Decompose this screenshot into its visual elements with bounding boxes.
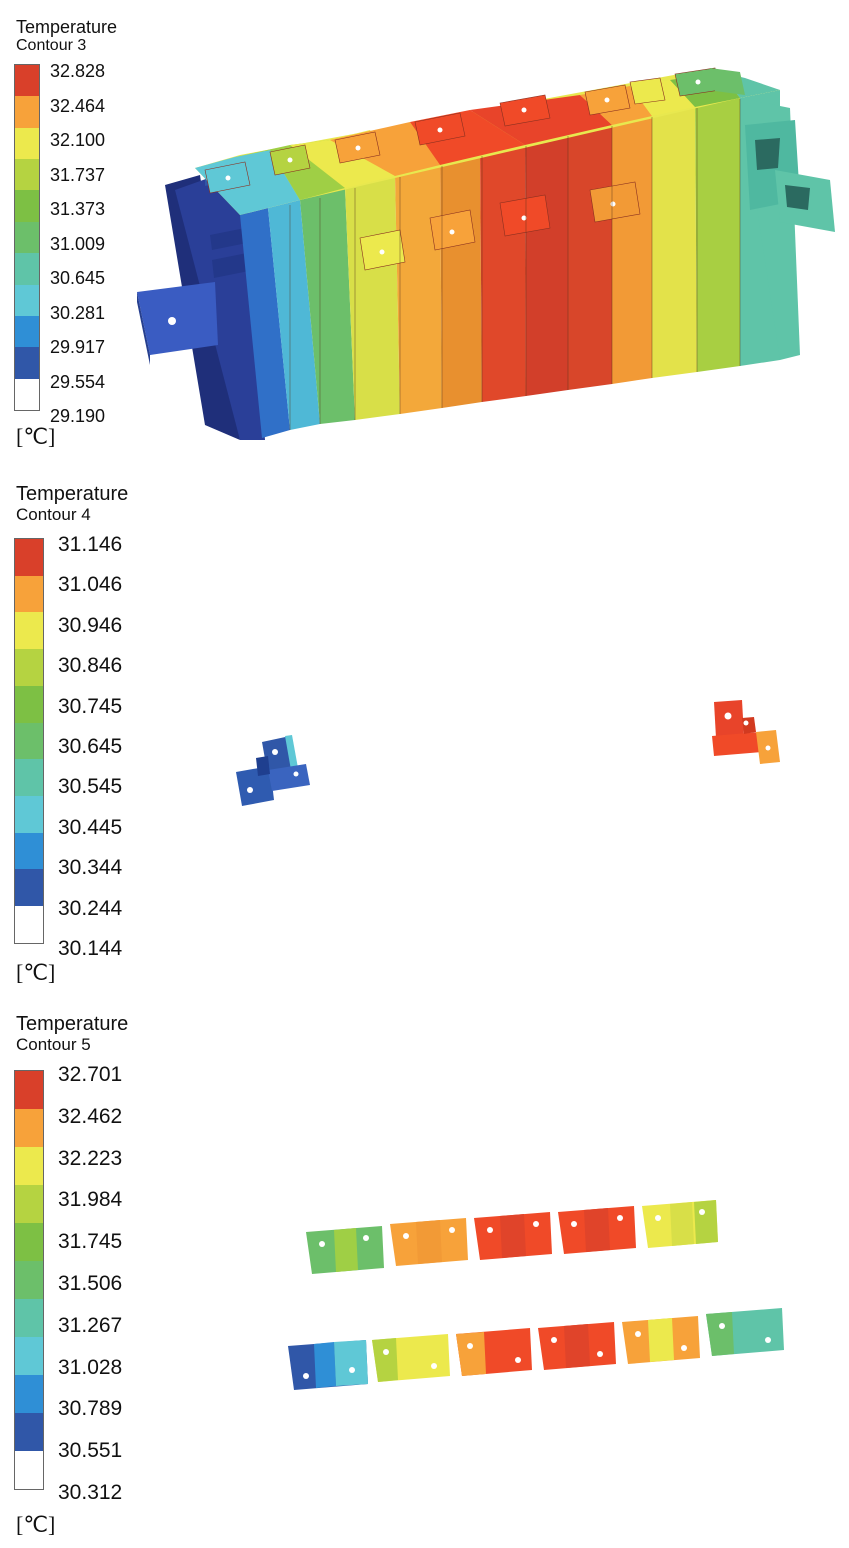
contour-3-panel: Temperature Contour 3 32.828 32.464 32.1… bbox=[0, 0, 849, 460]
tick-label: 30.645 bbox=[58, 735, 123, 758]
tick-label: 30.281 bbox=[50, 302, 106, 323]
busbar-row-bottom bbox=[288, 1308, 784, 1390]
tick-label: 31.745 bbox=[58, 1230, 123, 1254]
unit-label: [℃] bbox=[16, 424, 56, 449]
tick-label: 30.344 bbox=[58, 856, 123, 880]
contour-4-panel: Temperature Contour 4 31.146 31.046 30.9… bbox=[0, 470, 849, 990]
color-scale-bar bbox=[14, 538, 44, 944]
tick-label: 29.917 bbox=[50, 337, 106, 357]
color-scale-bar bbox=[14, 1070, 44, 1490]
tick-label: 30.551 bbox=[58, 1439, 123, 1463]
tick-label: 31.046 bbox=[58, 573, 123, 597]
tick-label: 30.244 bbox=[58, 896, 123, 920]
tick-label: 32.100 bbox=[50, 130, 106, 150]
color-scale-bar bbox=[14, 64, 40, 411]
tick-label: 32.701 bbox=[58, 1063, 123, 1086]
tick-label: 31.737 bbox=[50, 164, 106, 185]
tick-label: 32.223 bbox=[58, 1146, 123, 1170]
end-brackets-render bbox=[236, 700, 780, 806]
tick-label: 30.445 bbox=[58, 815, 123, 839]
contour-5-panel: Temperature Contour 5 32.701 32.462 32.2… bbox=[0, 1000, 849, 1548]
legend-subtitle: Contour 4 bbox=[16, 505, 91, 524]
tick-label: 30.144 bbox=[58, 937, 123, 960]
tick-label: 31.373 bbox=[50, 199, 106, 219]
left-bracket bbox=[236, 735, 310, 806]
tick-label: 30.745 bbox=[58, 694, 123, 718]
tick-label: 31.009 bbox=[50, 233, 106, 254]
tick-label: 30.312 bbox=[58, 1481, 123, 1504]
tick-label: 30.645 bbox=[50, 268, 106, 288]
tick-label: 30.789 bbox=[58, 1397, 123, 1421]
tick-label: 30.846 bbox=[58, 654, 123, 678]
legend-subtitle: Contour 5 bbox=[16, 1035, 91, 1054]
tick-label: 32.464 bbox=[50, 95, 106, 116]
legend-title: Temperature bbox=[16, 17, 118, 37]
legend-subtitle: Contour 3 bbox=[16, 37, 87, 54]
tick-label: 29.554 bbox=[50, 371, 106, 392]
tick-label: 32.828 bbox=[50, 61, 106, 81]
tick-label: 29.190 bbox=[50, 406, 106, 426]
right-bracket bbox=[712, 700, 780, 764]
tick-label: 30.545 bbox=[58, 775, 123, 799]
tick-label: 31.984 bbox=[58, 1188, 123, 1212]
legend-title: Temperature bbox=[16, 483, 129, 505]
tick-label: 31.267 bbox=[58, 1313, 123, 1337]
tick-label: 30.946 bbox=[58, 613, 123, 637]
tick-label: 31.506 bbox=[58, 1272, 123, 1295]
legend-title: Temperature bbox=[16, 1013, 129, 1035]
unit-label: [℃] bbox=[16, 1512, 56, 1537]
tick-label: 31.146 bbox=[58, 533, 123, 556]
busbar-row-top bbox=[306, 1200, 718, 1274]
battery-module-render bbox=[137, 67, 835, 440]
tick-label: 31.028 bbox=[58, 1355, 123, 1379]
unit-label: [℃] bbox=[16, 960, 56, 985]
tick-label: 32.462 bbox=[58, 1104, 123, 1128]
busbars-render bbox=[288, 1200, 784, 1390]
